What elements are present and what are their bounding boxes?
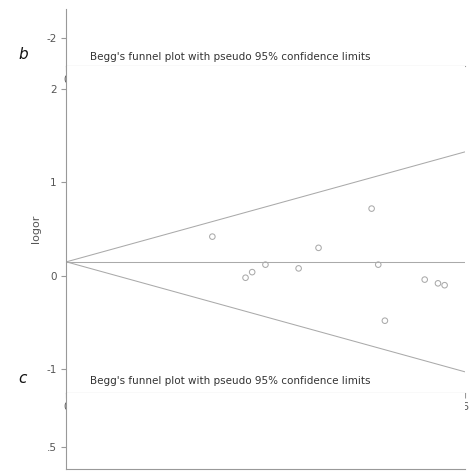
Text: Begg's funnel plot with pseudo 95% confidence limits: Begg's funnel plot with pseudo 95% confi… bbox=[90, 376, 371, 386]
Y-axis label: logor: logor bbox=[31, 215, 41, 243]
Point bbox=[368, 205, 375, 212]
Point bbox=[434, 280, 442, 287]
Text: c: c bbox=[18, 372, 27, 386]
Point bbox=[209, 233, 216, 240]
Text: b: b bbox=[18, 47, 28, 63]
Point bbox=[381, 317, 389, 325]
Point bbox=[248, 268, 256, 276]
Point bbox=[374, 261, 382, 268]
X-axis label: s.e. of: logor: s.e. of: logor bbox=[231, 415, 300, 425]
Point bbox=[242, 274, 249, 282]
Point bbox=[315, 244, 322, 252]
Text: Begg's funnel plot with pseudo 95% confidence limits: Begg's funnel plot with pseudo 95% confi… bbox=[90, 53, 371, 63]
Point bbox=[421, 276, 428, 283]
Point bbox=[262, 261, 269, 268]
X-axis label: s.e. of: logor: s.e. of: logor bbox=[231, 88, 300, 98]
Point bbox=[441, 282, 448, 289]
Point bbox=[295, 264, 302, 272]
